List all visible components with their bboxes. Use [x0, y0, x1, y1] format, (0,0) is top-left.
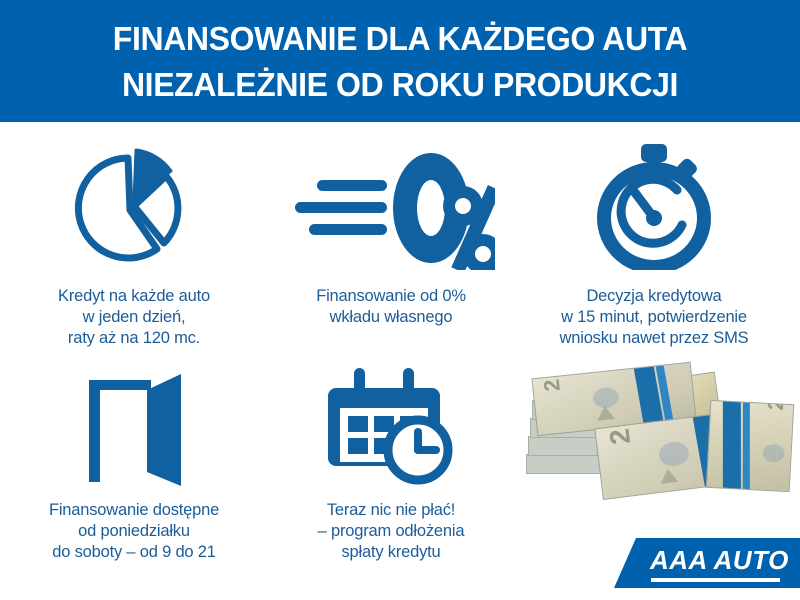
- speed-line-2: [295, 202, 387, 213]
- caption-line: – program odłożenia: [317, 522, 465, 540]
- zero-percent-icon: [295, 153, 495, 270]
- caption-line: do soboty – od 9 do 21: [52, 543, 216, 561]
- aaa-auto-logo[interactable]: AAA AUTO: [614, 538, 800, 588]
- stopwatch-icon: [597, 144, 711, 270]
- door-panel: [147, 374, 181, 486]
- feature-zero-percent: Finansowanie od 0% wkładu własnego: [268, 140, 514, 328]
- calendar-ring-left: [354, 368, 365, 392]
- caption-line: Finansowanie dostępne: [48, 501, 220, 519]
- caption-line: Teraz nic nie płać!: [326, 501, 456, 519]
- open-door-icon-wrap: [0, 358, 268, 486]
- open-door-icon: [89, 374, 181, 486]
- headline-line-1: FINANSOWANIE DLA KAŻDEGO AUTA: [112, 20, 688, 57]
- door-frame-post: [89, 380, 100, 482]
- caption-line: Decyzja kredytowa: [586, 287, 722, 305]
- caption-line: wkładu własnego: [329, 308, 453, 326]
- feature-zero-percent-caption: Finansowanie od 0% wkładu własnego: [268, 286, 514, 328]
- calendar-day-cell: [374, 416, 394, 432]
- calendar-ring-right: [403, 368, 414, 392]
- pie-chart-icon-wrap: [0, 140, 268, 270]
- stopwatch-icon-wrap: [508, 140, 800, 270]
- caption-line: raty aż na 120 mc.: [67, 329, 201, 347]
- pie-chart-icon: [74, 148, 182, 262]
- feature-credit: Kredyt na każde auto w jeden dzień, raty…: [0, 140, 268, 349]
- caption-line: w jeden dzień,: [82, 308, 186, 326]
- calendar-clock-icon: [328, 368, 453, 485]
- calendar-day-cell: [348, 438, 368, 454]
- calendar-day-cell: [348, 416, 368, 432]
- caption-line: w 15 minut, potwierdzenie: [561, 308, 747, 326]
- headline-line-2: NIEZALEŻNIE OD ROKU PRODUKCJI: [121, 66, 679, 103]
- calendar-clock-icon-wrap: [268, 358, 514, 486]
- feature-opening-hours-caption: Finansowanie dostępne od poniedziałku do…: [0, 500, 268, 563]
- feature-deferred-payment-caption: Teraz nic nie płać! – program odłożenia …: [268, 500, 514, 563]
- feature-decision: Decyzja kredytowa w 15 minut, potwierdze…: [508, 140, 800, 349]
- header-banner: FINANSOWANIE DLA KAŻDEGO AUTA NIEZALEŻNI…: [0, 0, 800, 122]
- caption-line: od poniedziałku: [78, 522, 190, 540]
- speed-line-3: [309, 224, 387, 235]
- door-frame-beam: [89, 380, 151, 390]
- logo-underline: [651, 578, 780, 582]
- feature-decision-caption: Decyzja kredytowa w 15 minut, potwierdze…: [508, 286, 800, 349]
- speed-line-1: [317, 180, 387, 191]
- feature-deferred-payment: Teraz nic nie płać! – program odłożenia …: [268, 358, 514, 563]
- caption-line: spłaty kredytu: [341, 543, 441, 561]
- money-stacks-image: 200 200 200: [512, 358, 800, 548]
- banknote-bundle: 200: [705, 399, 795, 493]
- caption-line: wniosku nawet przez SMS: [559, 329, 749, 347]
- caption-line: Finansowanie od 0%: [316, 287, 466, 305]
- feature-credit-caption: Kredyt na każde auto w jeden dzień, raty…: [0, 286, 268, 349]
- feature-opening-hours: Finansowanie dostępne od poniedziałku do…: [0, 358, 268, 563]
- caption-line: Kredyt na każde auto: [58, 287, 210, 305]
- zero-percent-icon-wrap: [268, 140, 514, 270]
- logo-text: AAA AUTO: [650, 545, 789, 575]
